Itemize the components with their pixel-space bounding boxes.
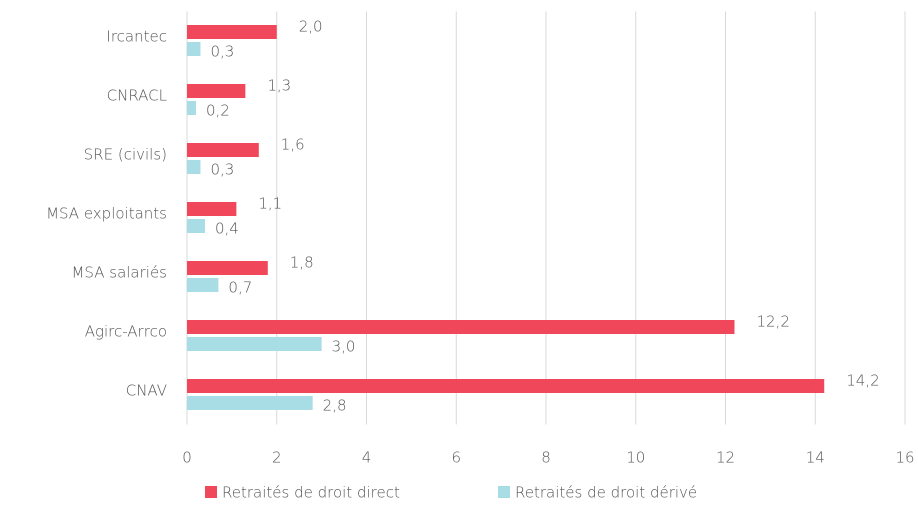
x-tick-label: 0 — [182, 449, 192, 467]
value-label: 12,2 — [756, 313, 789, 331]
x-tick-label: 10 — [626, 449, 645, 467]
value-label: 2,8 — [323, 397, 347, 415]
value-label: 0,3 — [210, 161, 234, 179]
value-label: 0,7 — [228, 279, 252, 297]
bar — [187, 379, 825, 393]
bar — [187, 278, 219, 292]
bar — [187, 337, 322, 351]
value-label: 0,4 — [215, 220, 239, 238]
y-tick-label: Ircantec — [106, 28, 167, 46]
x-tick-label: 14 — [806, 449, 825, 467]
bar — [187, 160, 201, 174]
y-tick-label: CNAV — [126, 382, 167, 400]
value-label: 2,0 — [299, 18, 323, 36]
legend-label: Retraités de droit dérivé — [515, 484, 697, 502]
legend-swatch — [205, 486, 217, 498]
x-tick-label: 2 — [272, 449, 282, 467]
y-tick-label: CNRACL — [107, 87, 167, 105]
x-tick-label: 6 — [451, 449, 461, 467]
value-label: 0,3 — [210, 43, 234, 61]
y-tick-label: Agirc-Arrco — [85, 323, 167, 341]
bar — [187, 261, 268, 275]
x-tick-label: 16 — [895, 449, 914, 467]
y-tick-label: SRE (civils) — [84, 146, 167, 164]
value-label: 1,8 — [290, 254, 314, 272]
bar — [187, 143, 259, 157]
bar — [187, 101, 196, 115]
value-label: 3,0 — [332, 338, 356, 356]
legend-swatch — [498, 486, 510, 498]
bar — [187, 25, 277, 39]
legend-label: Retraités de droit direct — [222, 484, 400, 502]
x-tick-label: 8 — [541, 449, 551, 467]
x-tick-label: 12 — [716, 449, 735, 467]
y-tick-label: MSA exploitants — [46, 205, 167, 223]
value-label: 1,1 — [258, 195, 282, 213]
bar — [187, 42, 201, 56]
bar — [187, 219, 205, 233]
x-tick-label: 4 — [362, 449, 372, 467]
bar — [187, 396, 313, 410]
bar — [187, 84, 246, 98]
bar — [187, 320, 735, 334]
value-label: 0,2 — [206, 102, 230, 120]
value-label: 1,6 — [281, 136, 305, 154]
value-label: 14,2 — [846, 372, 879, 390]
value-label: 1,3 — [267, 77, 291, 95]
y-tick-label: MSA salariés — [71, 264, 167, 282]
bar — [187, 202, 237, 216]
